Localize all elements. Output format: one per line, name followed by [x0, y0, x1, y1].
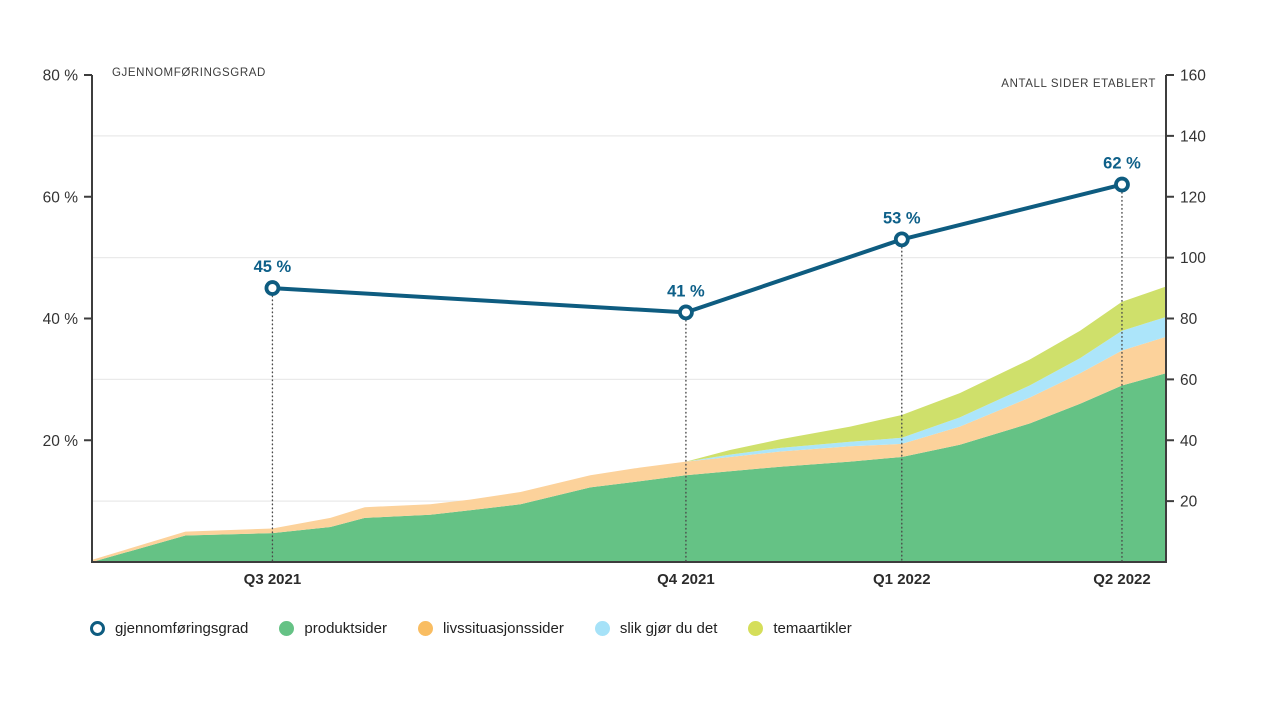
data-point-q1-2022[interactable]	[893, 231, 910, 248]
right-tick-label: 160	[1180, 68, 1206, 85]
temaartikler-swatch-icon	[748, 621, 764, 636]
x-label-q3-2021: Q3 2021	[244, 571, 302, 588]
data-point-q2-2022[interactable]	[1114, 176, 1130, 193]
right-tick-label: 80	[1180, 311, 1198, 328]
data-point-q3-2021[interactable]	[264, 280, 281, 296]
right-tick-label: 40	[1180, 433, 1198, 450]
left-tick-label: 80 %	[43, 68, 79, 85]
legend-item-produktsider[interactable]: produktsider	[279, 620, 387, 637]
legend-label: gjennomføringsgrad	[115, 620, 249, 637]
right-tick-label: 120	[1180, 189, 1206, 206]
point-label-q1-2022: 53 %	[883, 209, 921, 227]
point-label-q3-2021: 45 %	[254, 258, 292, 276]
x-label-q2-2022: Q2 2022	[1093, 571, 1151, 588]
left-tick-label: 20 %	[43, 433, 79, 450]
livssituasjonssider-swatch-icon	[417, 621, 433, 636]
point-label-q4-2021: 41 %	[667, 282, 705, 300]
right-tick-label: 20	[1180, 494, 1198, 511]
x-label-q4-2021: Q4 2021	[657, 571, 715, 588]
left-axis-title: GJENNOMFØRINGSGRAD	[112, 67, 266, 79]
left-tick-label: 40 %	[43, 311, 79, 328]
legend-label: produktsider	[304, 620, 387, 637]
produktsider-swatch-icon	[279, 621, 295, 636]
legend-label: livssituasjonssider	[442, 620, 564, 637]
point-label-q2-2022: 62 %	[1103, 155, 1141, 173]
legend-item-gjennomforingsgrad[interactable]: gjennomføringsgrad	[90, 620, 248, 637]
line-series-ring-icon	[90, 621, 105, 636]
legend-label: temaartikler	[773, 620, 852, 637]
right-axis-title: ANTALL SIDER ETABLERT	[1001, 78, 1156, 90]
legend-item-temaartikler[interactable]: temaartikler	[748, 620, 852, 637]
right-tick-label: 100	[1180, 250, 1206, 267]
legend-item-livssituasjonssider[interactable]: livssituasjonssider	[417, 620, 564, 637]
legend-item-slik-gjor-du-det[interactable]: slik gjør du det	[594, 620, 718, 637]
legend-label: slik gjør du det	[619, 620, 718, 637]
chart-legend: gjennomføringsgrad produktsider livssituas…	[90, 620, 852, 637]
x-label-q1-2022: Q1 2022	[873, 571, 931, 588]
slik-gjor-du-det-swatch-icon	[594, 621, 610, 636]
completion-rate-line	[272, 182, 1123, 315]
data-point-q4-2021[interactable]	[678, 304, 694, 321]
right-tick-label: 60	[1180, 372, 1198, 389]
area-produktsider	[92, 373, 1166, 562]
right-tick-label: 140	[1180, 128, 1206, 145]
left-tick-label: 60 %	[43, 189, 79, 206]
